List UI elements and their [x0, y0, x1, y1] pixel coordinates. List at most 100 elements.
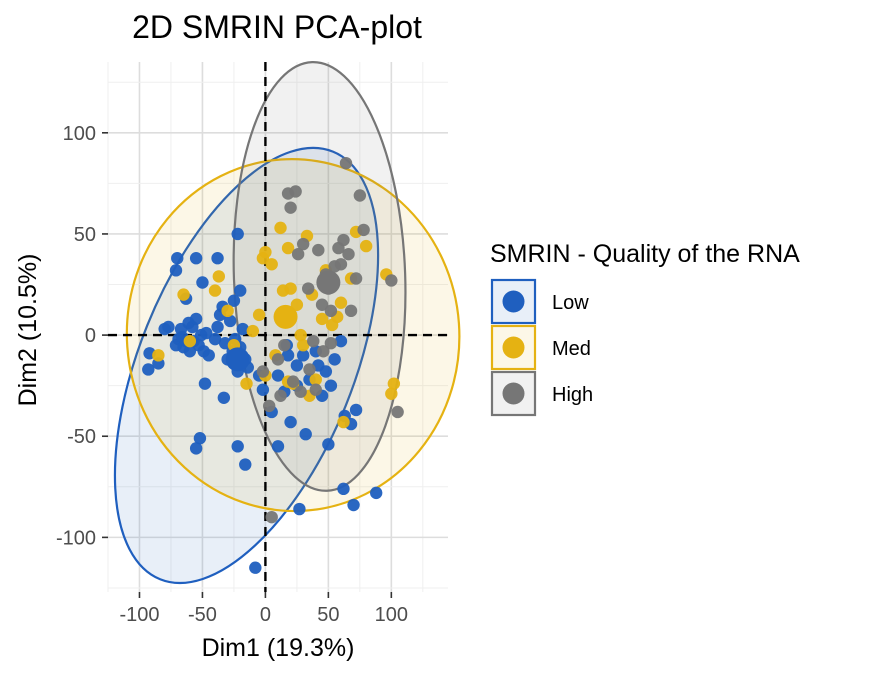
point-low — [171, 252, 184, 265]
point-high — [296, 237, 310, 251]
point-high — [312, 243, 325, 257]
point-low — [196, 276, 209, 289]
point-low — [227, 294, 241, 307]
point-med — [296, 339, 310, 352]
centroid-high — [316, 270, 341, 295]
point-high — [278, 339, 291, 352]
legend: SMRIN - Quality of the RNA Low Med High — [490, 240, 800, 417]
point-low — [189, 312, 203, 326]
point-high — [349, 272, 363, 285]
y-axis-title: Dim2 (10.5%) — [14, 254, 42, 407]
point-low — [200, 326, 213, 340]
point-med — [252, 308, 266, 322]
point-low — [211, 252, 224, 265]
legend-label-high: High — [552, 384, 593, 406]
y-tick-label: -100 — [56, 527, 96, 549]
x-tick-label: 0 — [260, 604, 271, 626]
point-low — [236, 322, 249, 336]
point-low — [169, 264, 183, 277]
point-low — [299, 428, 312, 441]
point-high — [274, 389, 287, 402]
point-low — [211, 320, 224, 334]
point-med — [385, 387, 398, 400]
point-low — [271, 369, 285, 382]
point-high — [302, 282, 315, 295]
point-high — [339, 156, 353, 170]
legend-swatch-high — [502, 382, 525, 405]
point-high — [357, 223, 370, 237]
data-points — [142, 156, 404, 574]
point-med — [246, 324, 260, 338]
point-high — [342, 247, 355, 261]
point-high — [317, 345, 330, 358]
point-low — [296, 349, 310, 362]
y-tick-label: -50 — [67, 426, 96, 448]
legend-label-low: Low — [552, 292, 589, 314]
point-low — [347, 498, 360, 512]
x-tick-label: -50 — [188, 604, 217, 626]
point-low — [256, 383, 270, 396]
x-tick-label: 100 — [375, 604, 408, 626]
point-high — [289, 185, 302, 198]
point-med — [240, 377, 253, 390]
y-tick-label: 50 — [74, 224, 96, 246]
point-low — [328, 353, 341, 366]
point-low — [337, 482, 350, 496]
legend-swatch-med — [502, 336, 525, 359]
point-med — [290, 298, 304, 311]
point-low — [183, 345, 197, 358]
point-low — [193, 432, 207, 445]
point-low — [231, 440, 244, 453]
point-low — [239, 458, 252, 471]
point-low — [284, 415, 297, 429]
legend-title: SMRIN - Quality of the RNA — [490, 240, 800, 268]
point-high — [294, 385, 307, 398]
point-low — [319, 365, 333, 378]
point-med — [259, 245, 272, 259]
point-high — [284, 201, 297, 214]
point-low — [334, 334, 348, 348]
point-low — [271, 440, 285, 453]
point-high — [309, 383, 322, 396]
point-med — [152, 349, 165, 362]
point-med — [208, 284, 222, 297]
point-med — [212, 270, 226, 283]
legend-label-med: Med — [552, 338, 591, 360]
point-low — [281, 349, 295, 362]
point-low — [249, 561, 262, 574]
point-high — [337, 233, 350, 247]
point-low — [349, 403, 363, 417]
point-med — [334, 296, 348, 309]
point-high — [307, 334, 320, 348]
point-med — [387, 377, 401, 390]
point-low — [189, 252, 203, 265]
centroid-low — [225, 347, 250, 372]
point-med — [309, 373, 322, 386]
point-low — [234, 284, 247, 297]
point-high — [271, 353, 285, 366]
point-med — [281, 241, 295, 255]
point-low — [324, 379, 338, 392]
point-high — [256, 365, 270, 378]
point-high — [391, 405, 404, 419]
point-med — [294, 328, 307, 342]
point-low — [370, 486, 383, 500]
point-high — [265, 510, 278, 524]
y-tick-label: 100 — [63, 123, 96, 145]
point-med — [284, 282, 297, 295]
point-med — [221, 304, 234, 318]
axes: -100 -50 0 50 100 -100 -50 0 50 100 — [56, 123, 408, 626]
grid-layer — [107, 62, 448, 592]
point-med — [274, 221, 287, 235]
group-centroids — [225, 270, 341, 372]
point-low — [142, 363, 155, 376]
x-axis-title: Dim1 (19.3%) — [202, 634, 355, 662]
point-med — [265, 258, 278, 271]
point-low — [189, 442, 203, 455]
point-high — [334, 258, 348, 271]
point-high — [324, 336, 338, 350]
point-high — [385, 274, 398, 287]
point-low — [293, 502, 306, 516]
point-high — [262, 399, 276, 413]
